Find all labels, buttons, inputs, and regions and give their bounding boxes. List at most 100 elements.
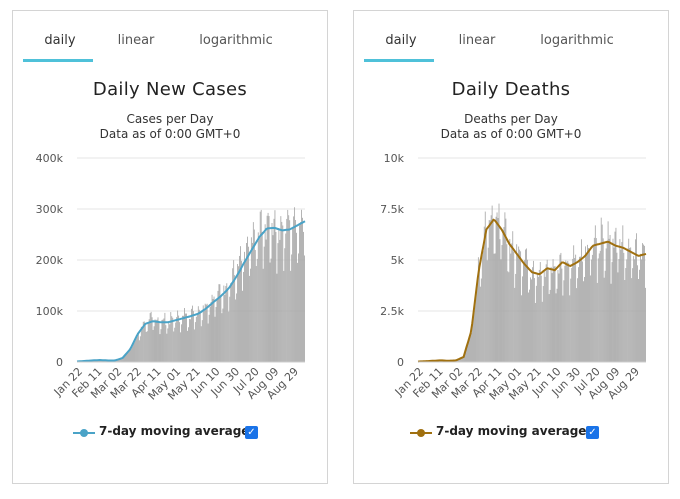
bar	[229, 296, 231, 362]
bar	[167, 328, 169, 362]
bar	[284, 248, 286, 362]
bar	[262, 268, 264, 362]
bar	[157, 317, 159, 362]
bar	[536, 272, 538, 362]
bar	[204, 303, 206, 362]
tab-daily[interactable]: daily	[44, 33, 76, 48]
tab-linear[interactable]: linear	[117, 33, 155, 48]
bar	[293, 216, 295, 362]
bar	[282, 225, 284, 362]
bar	[643, 244, 644, 362]
bar	[466, 348, 467, 362]
bar	[263, 246, 265, 362]
bar	[245, 258, 246, 362]
bar	[297, 262, 298, 362]
bar	[563, 280, 565, 362]
bar	[240, 246, 241, 362]
bar	[279, 239, 281, 362]
bar	[143, 321, 145, 362]
tab-logarithmic[interactable]: logarithmic	[199, 33, 273, 48]
bar	[133, 343, 134, 362]
bar	[535, 285, 537, 362]
bar	[512, 231, 514, 362]
bar	[524, 260, 525, 362]
bar	[131, 348, 132, 362]
bar	[528, 292, 529, 362]
bar	[493, 253, 495, 362]
bar	[258, 236, 260, 362]
bar	[205, 304, 207, 362]
bar	[122, 358, 124, 362]
bar	[557, 269, 559, 362]
bar	[129, 350, 130, 362]
bar	[460, 358, 462, 362]
bar	[181, 324, 182, 362]
tab-linear[interactable]: linear	[458, 33, 496, 48]
bar	[264, 224, 266, 362]
bar	[572, 258, 574, 362]
bar	[483, 226, 485, 362]
bar	[269, 262, 271, 362]
bar	[521, 295, 523, 362]
bar	[488, 220, 490, 362]
bar	[214, 316, 216, 362]
bar	[134, 338, 136, 362]
bar	[260, 209, 262, 362]
bar	[589, 275, 591, 362]
bar	[462, 357, 464, 362]
legend-checkbox[interactable]: ✓	[586, 426, 599, 439]
bar	[158, 322, 160, 362]
bar	[569, 295, 571, 362]
bar	[185, 313, 186, 362]
bar	[605, 248, 607, 362]
bar	[590, 259, 592, 362]
bar	[553, 266, 555, 362]
tab-daily[interactable]: daily	[385, 33, 417, 48]
bar	[571, 268, 573, 362]
bar	[248, 275, 250, 362]
bar	[200, 326, 202, 362]
bar	[198, 309, 200, 362]
bar	[635, 239, 637, 362]
bar	[179, 322, 181, 362]
active-tab-indicator	[23, 59, 93, 62]
tab-logarithmic[interactable]: logarithmic	[540, 33, 614, 48]
bar	[644, 245, 645, 362]
bar	[473, 316, 474, 362]
bar	[540, 275, 542, 362]
bar	[472, 322, 473, 362]
bar	[580, 256, 581, 362]
bar	[217, 290, 219, 362]
bar	[579, 256, 580, 362]
bar	[534, 302, 536, 362]
bar	[223, 285, 225, 362]
bar	[266, 215, 268, 362]
legend-checkbox[interactable]: ✓	[245, 426, 258, 439]
legend-label[interactable]: 7-day moving average	[436, 424, 587, 438]
bar	[632, 268, 634, 362]
legend-label[interactable]: 7-day moving average	[99, 424, 250, 438]
bar	[123, 357, 125, 362]
bar	[517, 253, 519, 362]
bar	[134, 340, 135, 362]
bar	[457, 359, 459, 362]
bar	[597, 258, 599, 362]
bar	[231, 282, 233, 362]
bar	[495, 216, 497, 362]
bar	[621, 242, 623, 362]
bar	[242, 290, 243, 362]
bar	[507, 271, 509, 362]
bar	[150, 311, 152, 362]
y-tick-label: 10k	[384, 152, 405, 165]
moving-average-line	[76, 220, 306, 363]
bar	[188, 327, 189, 362]
bar	[502, 233, 504, 362]
bar	[136, 332, 138, 362]
y-tick-label: 400k	[36, 152, 64, 165]
y-tick-label: 2.5k	[380, 305, 404, 318]
bar	[273, 218, 275, 362]
y-tick-label: 100k	[36, 305, 64, 318]
bar	[257, 232, 259, 362]
bar	[125, 354, 126, 362]
